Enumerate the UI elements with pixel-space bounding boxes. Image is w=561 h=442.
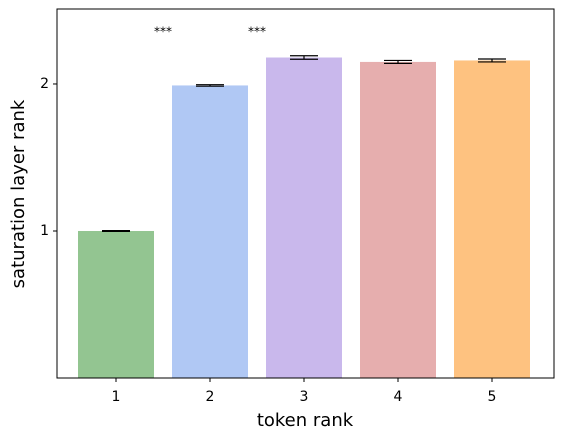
- bar: [172, 85, 248, 378]
- x-tick-label: 3: [300, 389, 309, 405]
- y-axis-label: saturation layer rank: [8, 99, 29, 288]
- x-tick-label: 4: [394, 389, 403, 405]
- bar: [266, 57, 342, 378]
- annotation: ***: [248, 25, 266, 39]
- x-tick-label: 5: [488, 389, 497, 405]
- y-tick-label: 1: [40, 223, 49, 239]
- bar: [78, 230, 154, 378]
- y-tick-label: 2: [40, 76, 49, 92]
- annotation: ***: [154, 25, 172, 39]
- x-axis-label: token rank: [257, 410, 354, 431]
- plot-frame: [56, 8, 555, 379]
- x-tick-label: 1: [112, 389, 121, 405]
- x-tick-label: 2: [206, 389, 215, 405]
- bar: [454, 60, 530, 378]
- bar: [360, 61, 436, 378]
